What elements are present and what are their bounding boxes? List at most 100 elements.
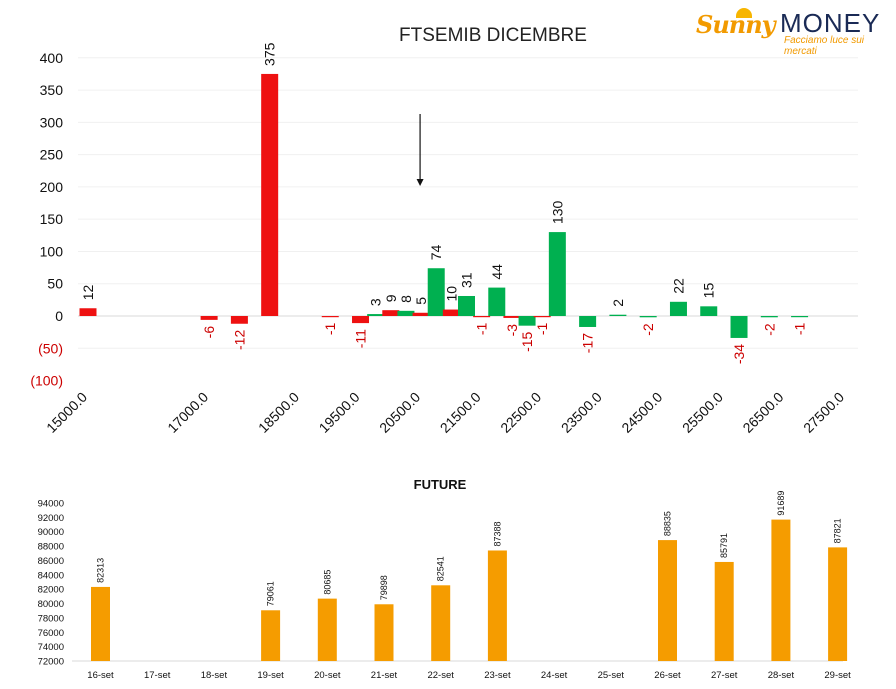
future-x-tick-label: 21-set <box>371 670 398 681</box>
bar <box>548 232 566 316</box>
future-y-tick-label: 82000 <box>38 585 64 596</box>
future-bar <box>487 550 507 661</box>
bar <box>700 306 718 316</box>
data-label: -2 <box>761 323 777 336</box>
future-data-label: 85791 <box>719 533 729 558</box>
y-tick-label: 150 <box>40 211 64 227</box>
bar <box>79 308 97 316</box>
future-x-tick-label: 22-set <box>427 670 454 681</box>
future-data-label: 82313 <box>96 558 106 583</box>
future-y-tick-label: 76000 <box>38 628 64 639</box>
bar <box>397 310 415 316</box>
data-label: -3 <box>504 324 520 337</box>
future-x-tick-label: 26-set <box>654 670 681 681</box>
sun-icon <box>736 8 752 18</box>
future-y-tick-label: 88000 <box>38 542 64 553</box>
x-tick-label: 15000.0 <box>43 389 90 436</box>
future-x-tick-label: 25-set <box>598 670 625 681</box>
bar <box>533 316 551 318</box>
data-label: -1 <box>792 322 808 335</box>
chart-title: FTSEMIB DICEMBRE <box>399 25 587 46</box>
data-label: 15 <box>701 283 717 299</box>
x-tick-label: 24500.0 <box>618 389 665 436</box>
bar <box>200 316 218 320</box>
future-y-tick-label: 78000 <box>38 613 64 624</box>
x-tick-label: 27500.0 <box>800 389 847 436</box>
data-label: 31 <box>459 272 475 288</box>
future-bar <box>374 604 394 661</box>
future-bar <box>714 561 734 661</box>
data-label: -34 <box>731 344 747 364</box>
data-label: 22 <box>670 278 686 294</box>
data-label: 375 <box>262 42 278 66</box>
brand-tagline: Facciamo luce sui mercati <box>784 35 865 57</box>
future-data-label: 79061 <box>266 581 276 606</box>
future-y-tick-label: 84000 <box>38 570 64 581</box>
future-data-label: 91689 <box>776 491 786 516</box>
y-tick-label: (100) <box>30 373 63 389</box>
y-tick-label: 300 <box>40 114 64 130</box>
bar <box>518 316 536 326</box>
y-tick-label: 50 <box>47 276 63 292</box>
bar <box>488 287 506 316</box>
arrow-down-icon <box>416 179 424 186</box>
x-tick-label: 20500.0 <box>376 389 423 436</box>
future-data-label: 82541 <box>436 556 446 581</box>
brand-name-right: MONEY <box>780 8 881 38</box>
data-label: -2 <box>640 323 656 336</box>
y-tick-label: 0 <box>55 308 63 324</box>
future-title: FUTURE <box>414 477 467 492</box>
data-label: -1 <box>474 322 490 335</box>
x-tick-label: 22500.0 <box>497 389 544 436</box>
bar <box>427 268 445 316</box>
data-label: -17 <box>580 333 596 353</box>
y-tick-label: 250 <box>40 147 64 163</box>
bar <box>367 314 385 316</box>
data-label: 74 <box>428 244 444 260</box>
bar <box>639 316 657 318</box>
future-bar <box>91 586 110 661</box>
future-data-label: 80685 <box>322 570 332 595</box>
future-x-tick-label: 18-set <box>201 670 228 681</box>
y-tick-label: 200 <box>40 179 64 195</box>
data-label: 5 <box>413 297 429 305</box>
bar <box>503 316 521 318</box>
bar <box>442 309 460 316</box>
ftsemib-options-chart: FTSEMIB DICEMBRE 400 350 300 250 200 150 100 50 0… <box>30 25 858 436</box>
x-tick-label: 26500.0 <box>739 389 786 436</box>
data-label: 2 <box>610 299 626 307</box>
future-x-tick-label: 29-set <box>824 670 851 681</box>
data-label: 10 <box>443 286 459 302</box>
future-x-tick-label: 23-set <box>484 670 511 681</box>
y-tick-label: 100 <box>40 243 64 259</box>
bar <box>730 316 748 338</box>
future-bar <box>658 540 677 661</box>
bar <box>579 316 597 327</box>
future-y-tick-label: 80000 <box>38 599 64 610</box>
future-y-tick-label: 72000 <box>38 657 64 668</box>
future-x-tick-label: 28-set <box>768 670 795 681</box>
x-tick-label: 23500.0 <box>558 389 605 436</box>
future-bar <box>431 585 451 661</box>
bar <box>760 316 778 318</box>
x-tick-label: 25500.0 <box>679 389 726 436</box>
data-label: 3 <box>368 298 384 306</box>
data-label: -1 <box>534 322 550 335</box>
future-data-label: 87388 <box>492 521 502 546</box>
data-label: -6 <box>201 326 217 339</box>
future-data-label: 87821 <box>833 518 843 543</box>
data-label: -1 <box>322 322 338 335</box>
future-y-tick-label: 86000 <box>38 556 64 567</box>
future-data-label: 79898 <box>379 575 389 600</box>
bar <box>261 73 279 316</box>
future-x-tick-label: 24-set <box>541 670 568 681</box>
bar <box>669 301 687 316</box>
data-label: 9 <box>383 294 399 302</box>
future-bar <box>317 598 337 661</box>
future-x-tick-label: 27-set <box>711 670 738 681</box>
data-label: 8 <box>398 295 414 303</box>
brand-logo: Sunny MONEY Facciamo luce sui mercati <box>696 8 896 57</box>
bar <box>352 316 370 324</box>
future-bar <box>828 547 848 661</box>
data-label: -15 <box>519 331 535 351</box>
